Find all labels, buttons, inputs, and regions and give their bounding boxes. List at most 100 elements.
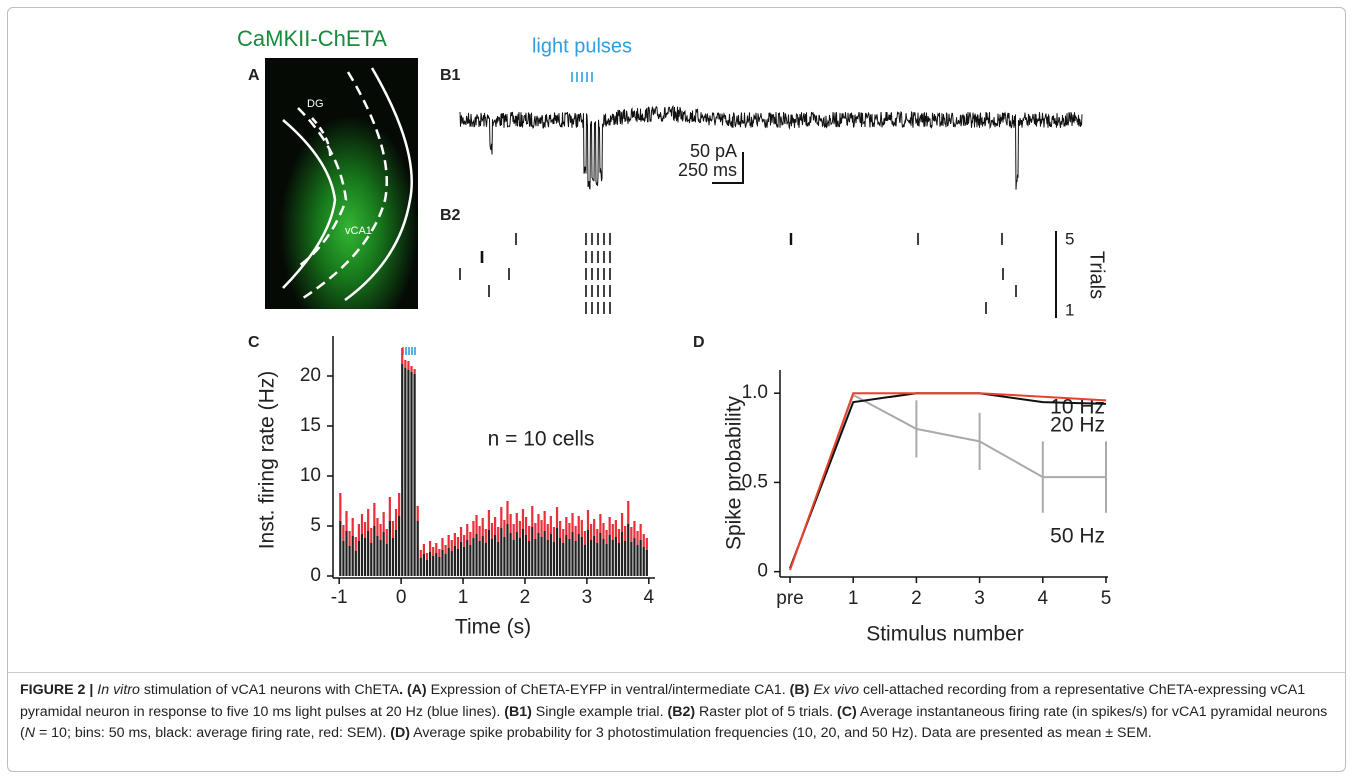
bar bbox=[488, 530, 490, 576]
error-bar bbox=[448, 535, 450, 548]
bar bbox=[485, 543, 487, 576]
bar bbox=[621, 532, 623, 576]
caption-text: N bbox=[25, 725, 35, 741]
bar bbox=[361, 534, 363, 576]
bar bbox=[460, 542, 462, 576]
x-axis-title: Time (s) bbox=[455, 616, 531, 639]
bar bbox=[540, 537, 542, 576]
bar bbox=[466, 540, 468, 576]
caption: FIGURE 2 | In vitro stimulation of vCA1 … bbox=[20, 680, 1338, 745]
error-bar bbox=[550, 516, 552, 534]
y-tick-label: 20 bbox=[300, 365, 321, 386]
bar bbox=[615, 537, 617, 576]
error-bar bbox=[581, 520, 583, 537]
x-tick-label: 1 bbox=[458, 587, 469, 608]
error-bar bbox=[342, 525, 344, 541]
bar bbox=[547, 540, 549, 576]
bar bbox=[584, 545, 586, 576]
series-label: 50 Hz bbox=[1050, 525, 1105, 548]
error-bar bbox=[389, 497, 391, 521]
bar bbox=[581, 537, 583, 576]
error-bar bbox=[630, 527, 632, 542]
bar bbox=[516, 532, 518, 576]
error-bar bbox=[386, 529, 388, 544]
x-tick-label: 4 bbox=[1038, 588, 1049, 609]
error-bar bbox=[553, 527, 555, 542]
bar bbox=[482, 536, 484, 576]
panel-label: C bbox=[248, 334, 260, 351]
bar bbox=[578, 534, 580, 576]
error-bar bbox=[621, 513, 623, 532]
error-bar bbox=[509, 514, 511, 533]
bar bbox=[575, 541, 577, 576]
bar bbox=[367, 531, 369, 576]
error-bar bbox=[531, 506, 533, 527]
error-bar bbox=[361, 514, 363, 534]
error-bar bbox=[475, 515, 477, 534]
error-bar bbox=[609, 517, 611, 535]
x-axis-title: Stimulus number bbox=[866, 623, 1024, 646]
error-bar bbox=[494, 517, 496, 535]
y-tick-label: 0.5 bbox=[742, 471, 768, 492]
caption-text: Average spike probability for 3 photosti… bbox=[413, 725, 1152, 741]
scale-label: 50 pA bbox=[690, 141, 737, 161]
bar bbox=[571, 532, 573, 576]
bar bbox=[643, 547, 645, 576]
bar bbox=[444, 554, 446, 576]
error-bar bbox=[420, 550, 422, 558]
trial-label: 5 bbox=[1065, 229, 1074, 248]
bar bbox=[469, 545, 471, 576]
bar bbox=[550, 534, 552, 576]
micrograph: DG vCA1 bbox=[265, 58, 418, 309]
series-label: 20 Hz bbox=[1050, 414, 1105, 437]
bar bbox=[559, 538, 561, 576]
error-bar bbox=[615, 520, 617, 537]
bar bbox=[401, 364, 403, 576]
x-tick-label: 4 bbox=[644, 587, 655, 608]
caption-text: (B1) bbox=[504, 704, 532, 720]
bar bbox=[435, 553, 437, 576]
error-bar bbox=[500, 507, 502, 528]
error-bar bbox=[395, 509, 397, 530]
bar bbox=[618, 543, 620, 576]
error-bar bbox=[345, 511, 347, 531]
bar bbox=[417, 521, 419, 576]
error-bar bbox=[513, 524, 515, 540]
trial-axis-title: Trials bbox=[1086, 251, 1108, 299]
error-bar bbox=[640, 524, 642, 540]
error-bar bbox=[559, 521, 561, 538]
error-bar bbox=[444, 545, 446, 554]
bar bbox=[537, 533, 539, 576]
error-bar bbox=[525, 517, 527, 535]
page: CaMKII-ChETA light pulses A B1 B2 C D DG… bbox=[0, 0, 1355, 781]
error-bar bbox=[404, 360, 406, 368]
error-bar bbox=[438, 549, 440, 557]
x-tick-label: -1 bbox=[331, 587, 348, 608]
error-bar bbox=[410, 366, 412, 372]
bar bbox=[355, 551, 357, 576]
x-tick-label: 2 bbox=[520, 587, 531, 608]
error-bar bbox=[401, 348, 403, 364]
error-bar bbox=[497, 527, 499, 542]
caption-text: (B2) bbox=[667, 704, 695, 720]
bar bbox=[491, 539, 493, 576]
bar bbox=[503, 537, 505, 576]
error-bar bbox=[528, 526, 530, 541]
error-bar bbox=[547, 524, 549, 540]
scale-label: 250 ms bbox=[678, 160, 737, 180]
bar bbox=[646, 550, 648, 576]
y-tick-label: 0 bbox=[757, 561, 768, 582]
bar bbox=[370, 543, 372, 576]
bar bbox=[448, 548, 450, 576]
bar bbox=[392, 538, 394, 576]
bar bbox=[479, 541, 481, 576]
bar bbox=[633, 538, 635, 576]
error-bar bbox=[454, 533, 456, 546]
error-bar bbox=[417, 506, 419, 521]
bar bbox=[553, 542, 555, 576]
error-bar bbox=[612, 524, 614, 540]
error-bar bbox=[646, 538, 648, 550]
error-bar bbox=[432, 547, 434, 556]
x-tick-label: 2 bbox=[911, 588, 922, 609]
x-tick-label: 3 bbox=[582, 587, 593, 608]
